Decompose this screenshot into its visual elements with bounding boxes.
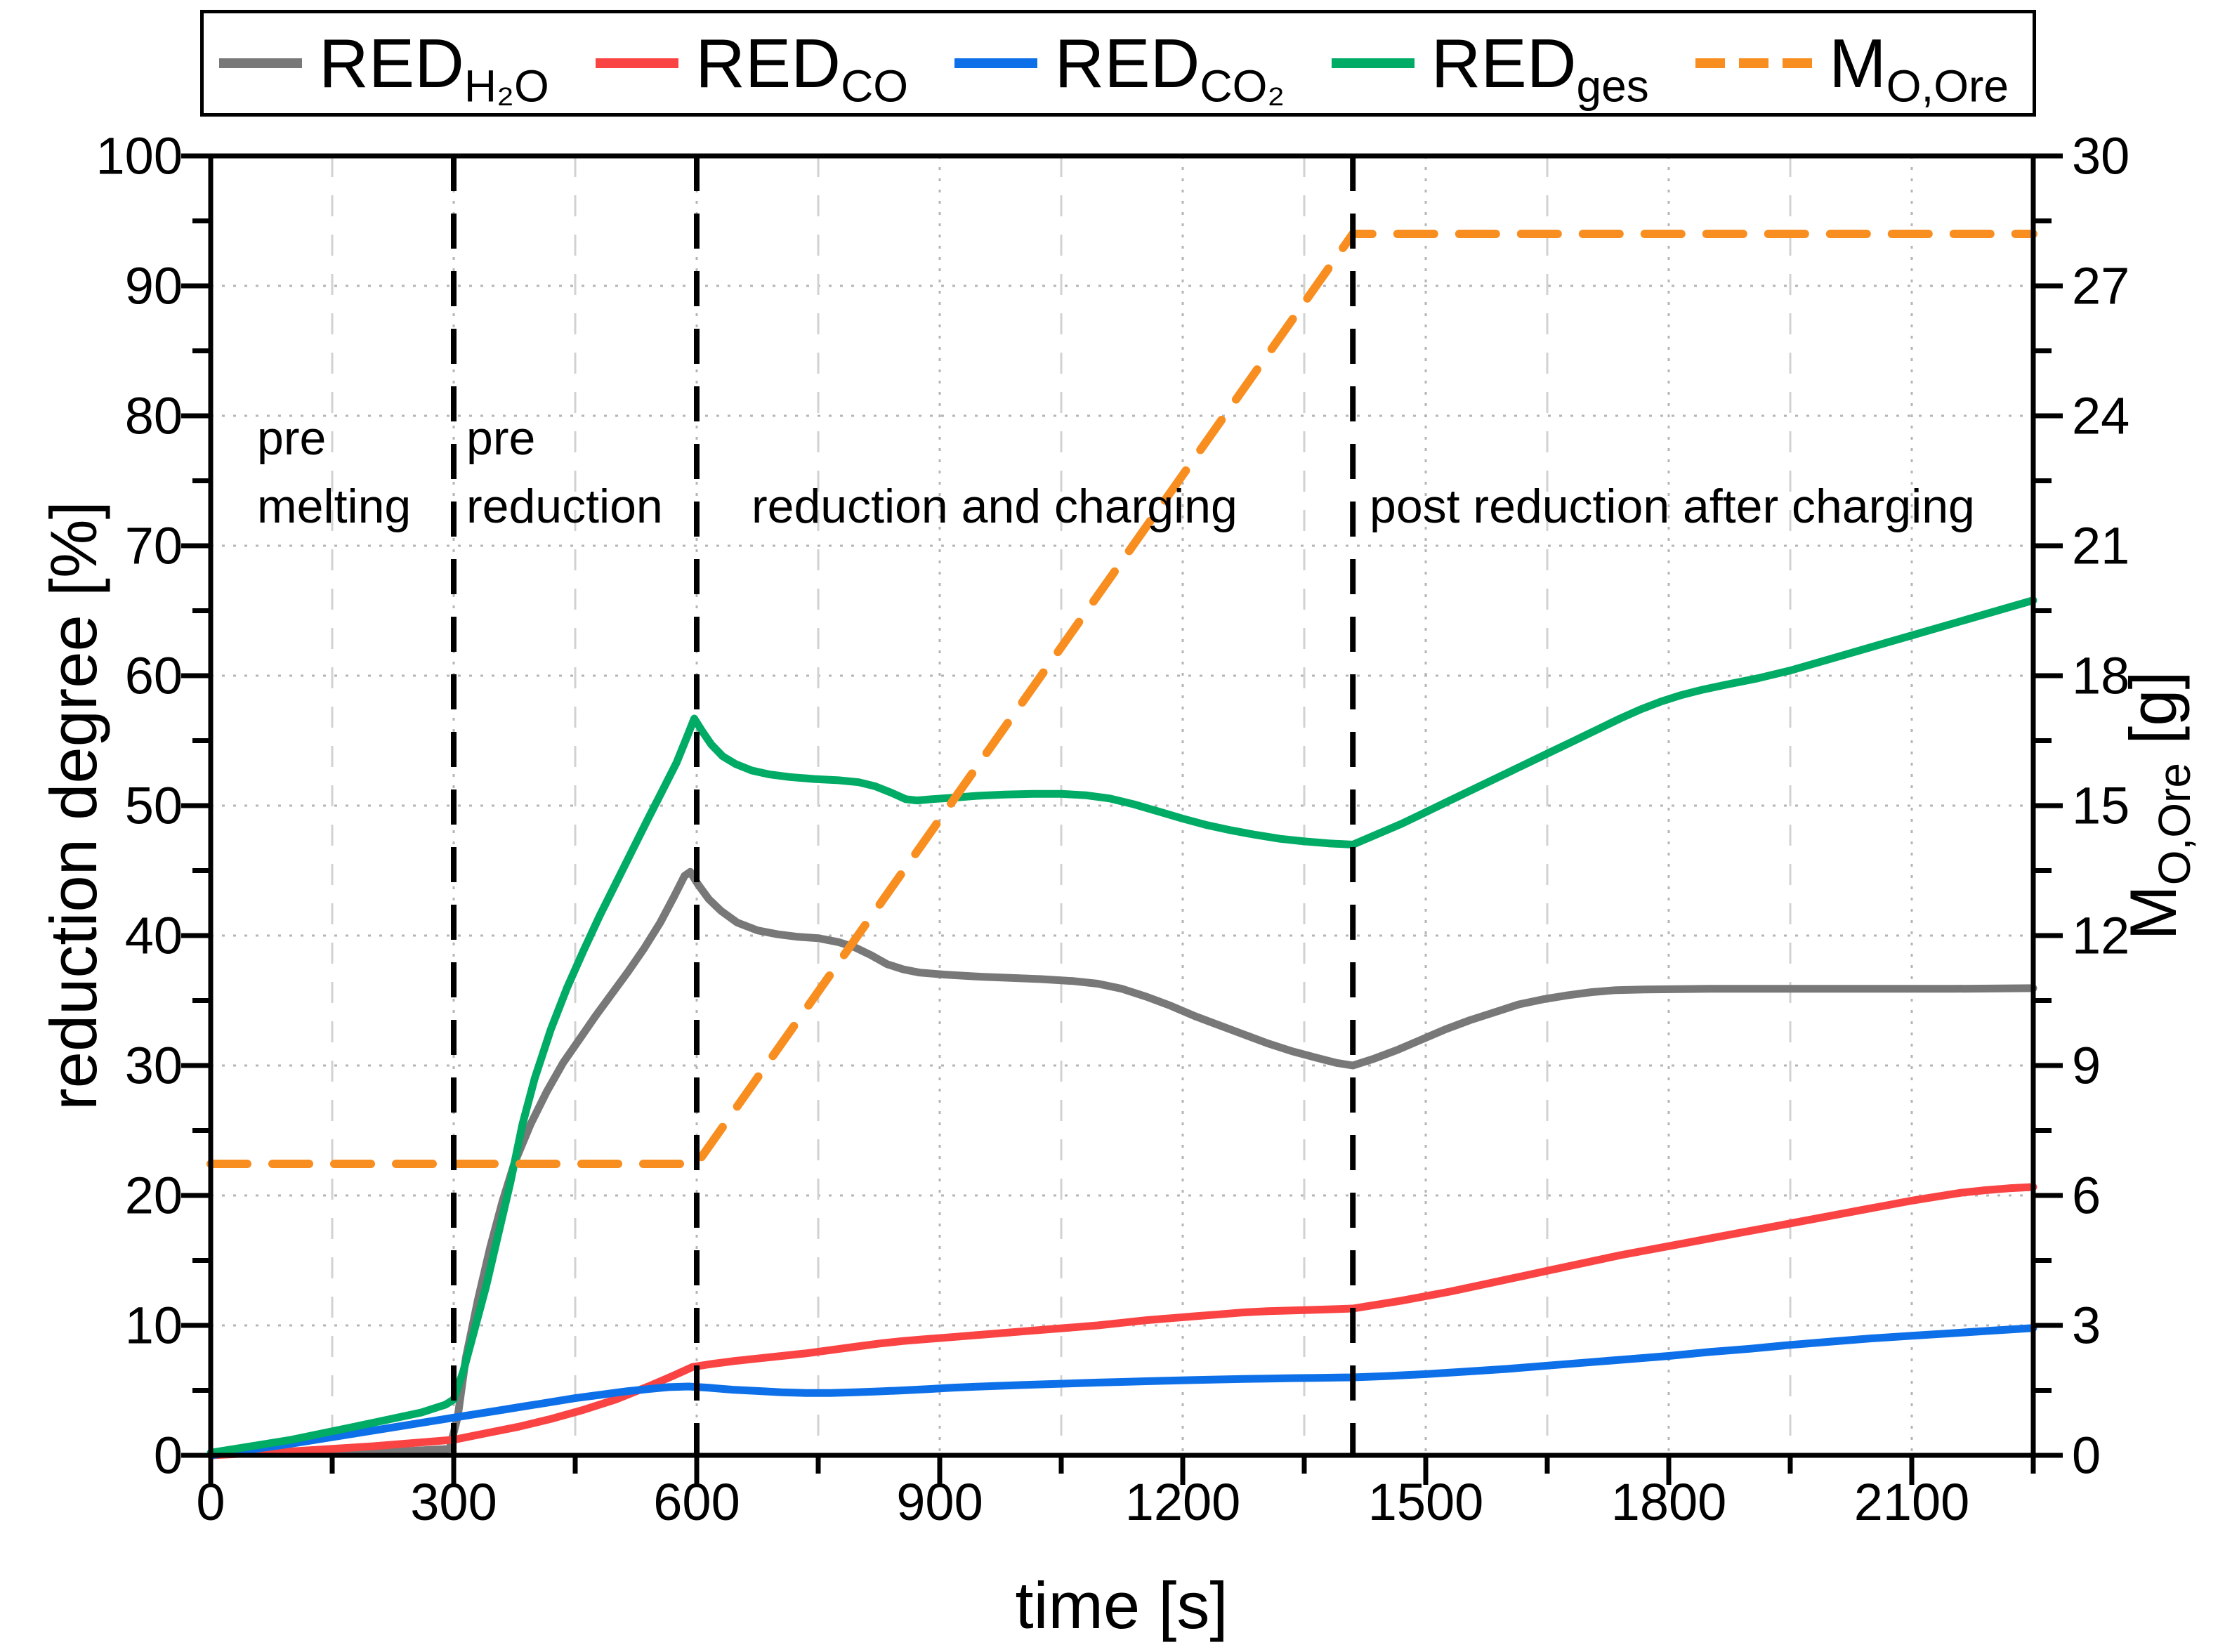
right-tick-label: 0 [2072, 1426, 2101, 1485]
series-line-RED_H2O [206, 867, 2037, 1458]
legend-item-red-h2o: REDH₂O [219, 29, 549, 109]
legend-label-sub: ges [1576, 60, 1649, 112]
series-line-M_O,Ore [206, 230, 2037, 1168]
region-label-line: reduction and charging [751, 480, 1238, 533]
legend-item-red-co2: REDCO₂ [954, 29, 1285, 109]
x-tick-label: 900 [896, 1473, 983, 1531]
right-tick-label: 24 [2072, 386, 2130, 445]
left-tick-label: 0 [153, 1426, 183, 1485]
series-line-RED_ges [206, 596, 2037, 1457]
x-tick-label: 600 [653, 1473, 740, 1531]
region-label-reduction-and-charging: reduction and charging [751, 473, 1238, 541]
series-line-RED_CO2 [206, 1324, 2037, 1460]
legend-line-swatch-blue [954, 58, 1038, 68]
region-label-line: pre [257, 412, 327, 465]
left-tick-label: 100 [96, 126, 183, 185]
right-axis-title-sub: O,Ore [2148, 763, 2200, 886]
legend-label-sub: O,Ore [1886, 60, 2009, 112]
legend-label-main: M [1829, 25, 1886, 102]
legend-label-main: RED [1054, 25, 1200, 102]
region-label-line: post reduction after charging [1370, 480, 1975, 533]
region-label-line: pre [466, 412, 536, 465]
legend-item-m-o-ore: MO,Ore [1695, 29, 2009, 109]
region-label-pre-melting: pre melting [257, 405, 411, 541]
legend-label: MO,Ore [1829, 29, 2009, 109]
legend-item-red-ges: REDges [1331, 29, 1649, 109]
x-tick-label: 2100 [1853, 1473, 1970, 1531]
legend-item-red-co: REDCO [596, 29, 908, 109]
legend-label-sub: H₂O [464, 60, 549, 112]
legend-label: REDges [1431, 29, 1649, 109]
legend-label-main: RED [1431, 25, 1577, 102]
right-tick-label: 21 [2072, 516, 2130, 575]
left-tick-label: 90 [124, 256, 183, 315]
right-tick-label: 27 [2072, 256, 2130, 315]
series-line-RED_CO [206, 1183, 2037, 1460]
x-tick-label: 1200 [1124, 1473, 1241, 1531]
right-tick-label: 9 [2072, 1036, 2101, 1095]
region-label-line: melting [257, 480, 412, 533]
legend-line-swatch-green [1331, 58, 1415, 68]
left-tick-label: 30 [124, 1036, 183, 1095]
left-tick-label: 20 [124, 1166, 183, 1225]
left-tick-label: 50 [124, 776, 183, 835]
x-axis-title: time [s] [1015, 1568, 1228, 1642]
right-tick-label: 6 [2072, 1166, 2101, 1225]
left-tick-label: 10 [124, 1296, 183, 1355]
x-tick-label: 300 [410, 1473, 497, 1531]
right-tick-label: 30 [2072, 126, 2130, 185]
region-label-post-reduction: post reduction after charging [1370, 473, 1975, 541]
legend-label: REDCO [695, 29, 908, 109]
legend-label-sub: CO [841, 60, 909, 112]
legend-label-main: RED [695, 25, 841, 102]
right-tick-label: 3 [2072, 1296, 2101, 1355]
legend-label: REDCO₂ [1054, 29, 1285, 109]
x-tick-label: 1500 [1367, 1473, 1484, 1531]
legend-label-sub: CO₂ [1200, 60, 1285, 112]
left-tick-label: 40 [124, 906, 183, 965]
legend-label-main: RED [319, 25, 464, 102]
legend-dash-swatch-orange [1695, 58, 1813, 68]
legend: REDH₂O REDCO REDCO₂ REDges MO,Ore [200, 10, 2036, 117]
legend-line-swatch-red [596, 58, 679, 68]
left-tick-label: 80 [124, 386, 183, 445]
legend-label: REDH₂O [319, 29, 549, 109]
legend-line-swatch-gray [219, 58, 302, 68]
region-label-line: reduction [466, 480, 663, 533]
right-tick-label: 18 [2072, 646, 2130, 705]
region-label-pre-reduction: pre reduction [466, 405, 663, 541]
x-tick-label: 0 [196, 1473, 225, 1531]
x-tick-label: 1800 [1610, 1473, 1727, 1531]
left-tick-label: 70 [124, 516, 183, 575]
left-tick-label: 60 [124, 646, 183, 705]
right-tick-label: 12 [2072, 906, 2130, 965]
right-tick-label: 15 [2072, 776, 2130, 835]
